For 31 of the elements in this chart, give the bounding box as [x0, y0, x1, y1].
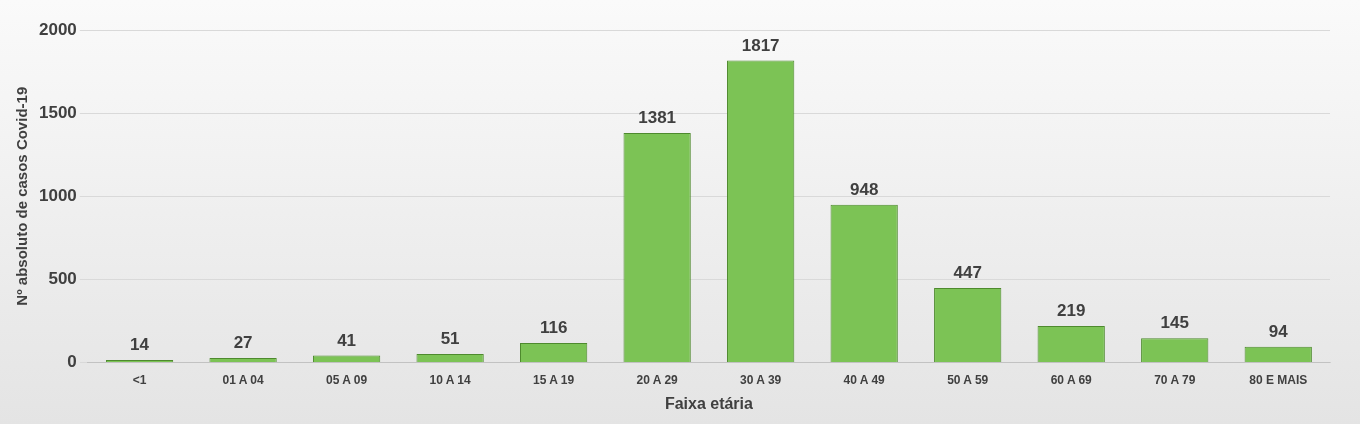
data-label: 948: [849, 180, 879, 200]
data-label: 27: [233, 333, 253, 353]
data-label: 1381: [638, 108, 677, 128]
data-label: 145: [1160, 313, 1189, 333]
y-tick-label: 2000: [38, 19, 77, 39]
x-tick-label: 80 E MAIS: [1249, 372, 1308, 387]
x-tick-label: 50 A 59: [947, 372, 989, 387]
x-tick-label: 05 A 09: [326, 372, 368, 387]
y-tick-label: 500: [48, 268, 77, 288]
x-axis-title: Faixa etária: [664, 394, 754, 412]
data-label: 51: [440, 329, 460, 349]
data-label: 14: [130, 335, 150, 355]
x-tick-label: 20 A 29: [636, 372, 679, 387]
y-tick-label: 1500: [38, 102, 77, 122]
data-label: 1817: [741, 35, 780, 55]
data-label: 219: [1057, 301, 1086, 321]
data-label: 116: [539, 318, 568, 338]
data-label: 447: [953, 263, 982, 283]
x-tick-label: 40 A 49: [843, 372, 886, 387]
x-tick-label: 01 A 04: [222, 372, 264, 387]
x-tick-label: 70 A 79: [1154, 372, 1196, 387]
data-label: 41: [337, 330, 357, 350]
x-tick-label: 60 A 69: [1050, 372, 1093, 387]
x-tick-label: 10 A 14: [429, 372, 472, 387]
y-tick-label: 1000: [38, 185, 77, 205]
y-axis-title: Nº absoluto de casos Covid-19: [13, 86, 31, 306]
y-tick-label: 0: [67, 352, 77, 372]
data-label: 94: [1268, 321, 1289, 341]
x-tick-label: <1: [132, 372, 147, 387]
x-tick-label: 15 A 19: [533, 372, 575, 387]
x-tick-label: 30 A 39: [740, 372, 782, 387]
